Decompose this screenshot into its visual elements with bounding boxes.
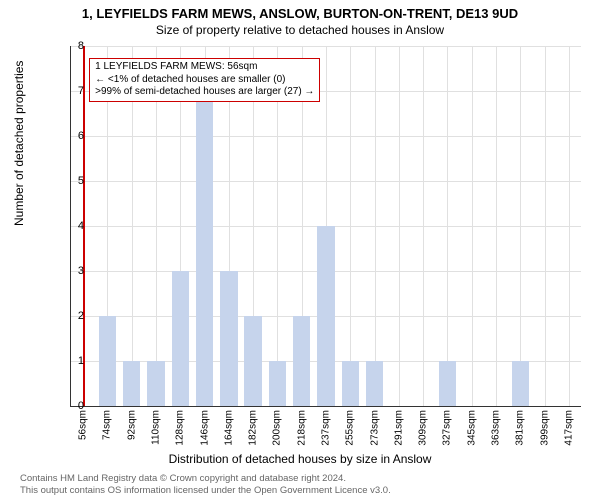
y-tick-label: 6 xyxy=(44,130,84,142)
annotation-line3: >99% of semi-detached houses are larger … xyxy=(95,86,314,99)
y-tick-label: 2 xyxy=(44,310,84,322)
bar xyxy=(172,271,189,406)
y-tick-label: 8 xyxy=(44,40,84,52)
gridline-v xyxy=(520,46,521,406)
gridline-v xyxy=(423,46,424,406)
y-axis-label: Number of detached properties xyxy=(12,61,26,226)
y-tick-label: 7 xyxy=(44,85,84,97)
bar xyxy=(269,361,286,406)
plot-region: 56sqm74sqm92sqm110sqm128sqm146sqm164sqm1… xyxy=(70,46,581,407)
bar xyxy=(196,91,213,406)
bar xyxy=(220,271,237,406)
x-tick-label: 92sqm xyxy=(126,410,137,440)
x-tick-label: 237sqm xyxy=(321,410,332,446)
gridline-v xyxy=(472,46,473,406)
annotation-box: 1 LEYFIELDS FARM MEWS: 56sqm← <1% of det… xyxy=(89,58,320,102)
y-tick-label: 3 xyxy=(44,265,84,277)
x-tick-label: 200sqm xyxy=(272,410,283,446)
bar xyxy=(147,361,164,406)
x-tick-label: 273sqm xyxy=(369,410,380,446)
bar xyxy=(244,316,261,406)
bar xyxy=(99,316,116,406)
gridline-v xyxy=(399,46,400,406)
x-tick-label: 110sqm xyxy=(151,410,162,445)
bar xyxy=(512,361,529,406)
y-tick-label: 4 xyxy=(44,220,84,232)
chart-container: 1, LEYFIELDS FARM MEWS, ANSLOW, BURTON-O… xyxy=(0,0,600,500)
gridline-v xyxy=(375,46,376,406)
annotation-line1: 1 LEYFIELDS FARM MEWS: 56sqm xyxy=(95,61,314,74)
gridline-v xyxy=(350,46,351,406)
gridline-v xyxy=(496,46,497,406)
x-tick-label: 255sqm xyxy=(345,410,356,446)
x-tick-label: 74sqm xyxy=(102,410,113,440)
x-tick-label: 128sqm xyxy=(175,410,186,446)
x-tick-label: 56sqm xyxy=(78,410,89,440)
x-tick-label: 309sqm xyxy=(418,410,429,446)
gridline-v xyxy=(447,46,448,406)
x-tick-label: 345sqm xyxy=(466,410,477,446)
y-tick-label: 5 xyxy=(44,175,84,187)
bar xyxy=(293,316,310,406)
page-subtitle: Size of property relative to detached ho… xyxy=(0,21,600,37)
y-tick-label: 1 xyxy=(44,355,84,367)
x-tick-label: 146sqm xyxy=(199,410,210,446)
footer-line2: This output contains OS information lice… xyxy=(20,485,391,496)
x-tick-label: 399sqm xyxy=(539,410,550,446)
bar xyxy=(342,361,359,406)
chart-area: 56sqm74sqm92sqm110sqm128sqm146sqm164sqm1… xyxy=(70,46,580,406)
annotation-line2: ← <1% of detached houses are smaller (0) xyxy=(95,74,314,87)
x-tick-label: 381sqm xyxy=(515,410,526,446)
x-tick-label: 164sqm xyxy=(223,410,234,446)
bar xyxy=(317,226,334,406)
footer-attribution: Contains HM Land Registry data © Crown c… xyxy=(20,473,391,496)
x-axis-label: Distribution of detached houses by size … xyxy=(0,452,600,466)
y-tick-label: 0 xyxy=(44,400,84,412)
x-tick-label: 327sqm xyxy=(442,410,453,446)
bar xyxy=(123,361,140,406)
gridline-v xyxy=(569,46,570,406)
page-title: 1, LEYFIELDS FARM MEWS, ANSLOW, BURTON-O… xyxy=(0,0,600,21)
x-tick-label: 291sqm xyxy=(393,410,404,446)
x-tick-label: 363sqm xyxy=(491,410,502,446)
x-tick-label: 218sqm xyxy=(296,410,307,446)
gridline-v xyxy=(545,46,546,406)
x-tick-label: 417sqm xyxy=(563,410,574,446)
bar xyxy=(439,361,456,406)
x-tick-label: 182sqm xyxy=(248,410,259,446)
bar xyxy=(366,361,383,406)
footer-line1: Contains HM Land Registry data © Crown c… xyxy=(20,473,391,484)
